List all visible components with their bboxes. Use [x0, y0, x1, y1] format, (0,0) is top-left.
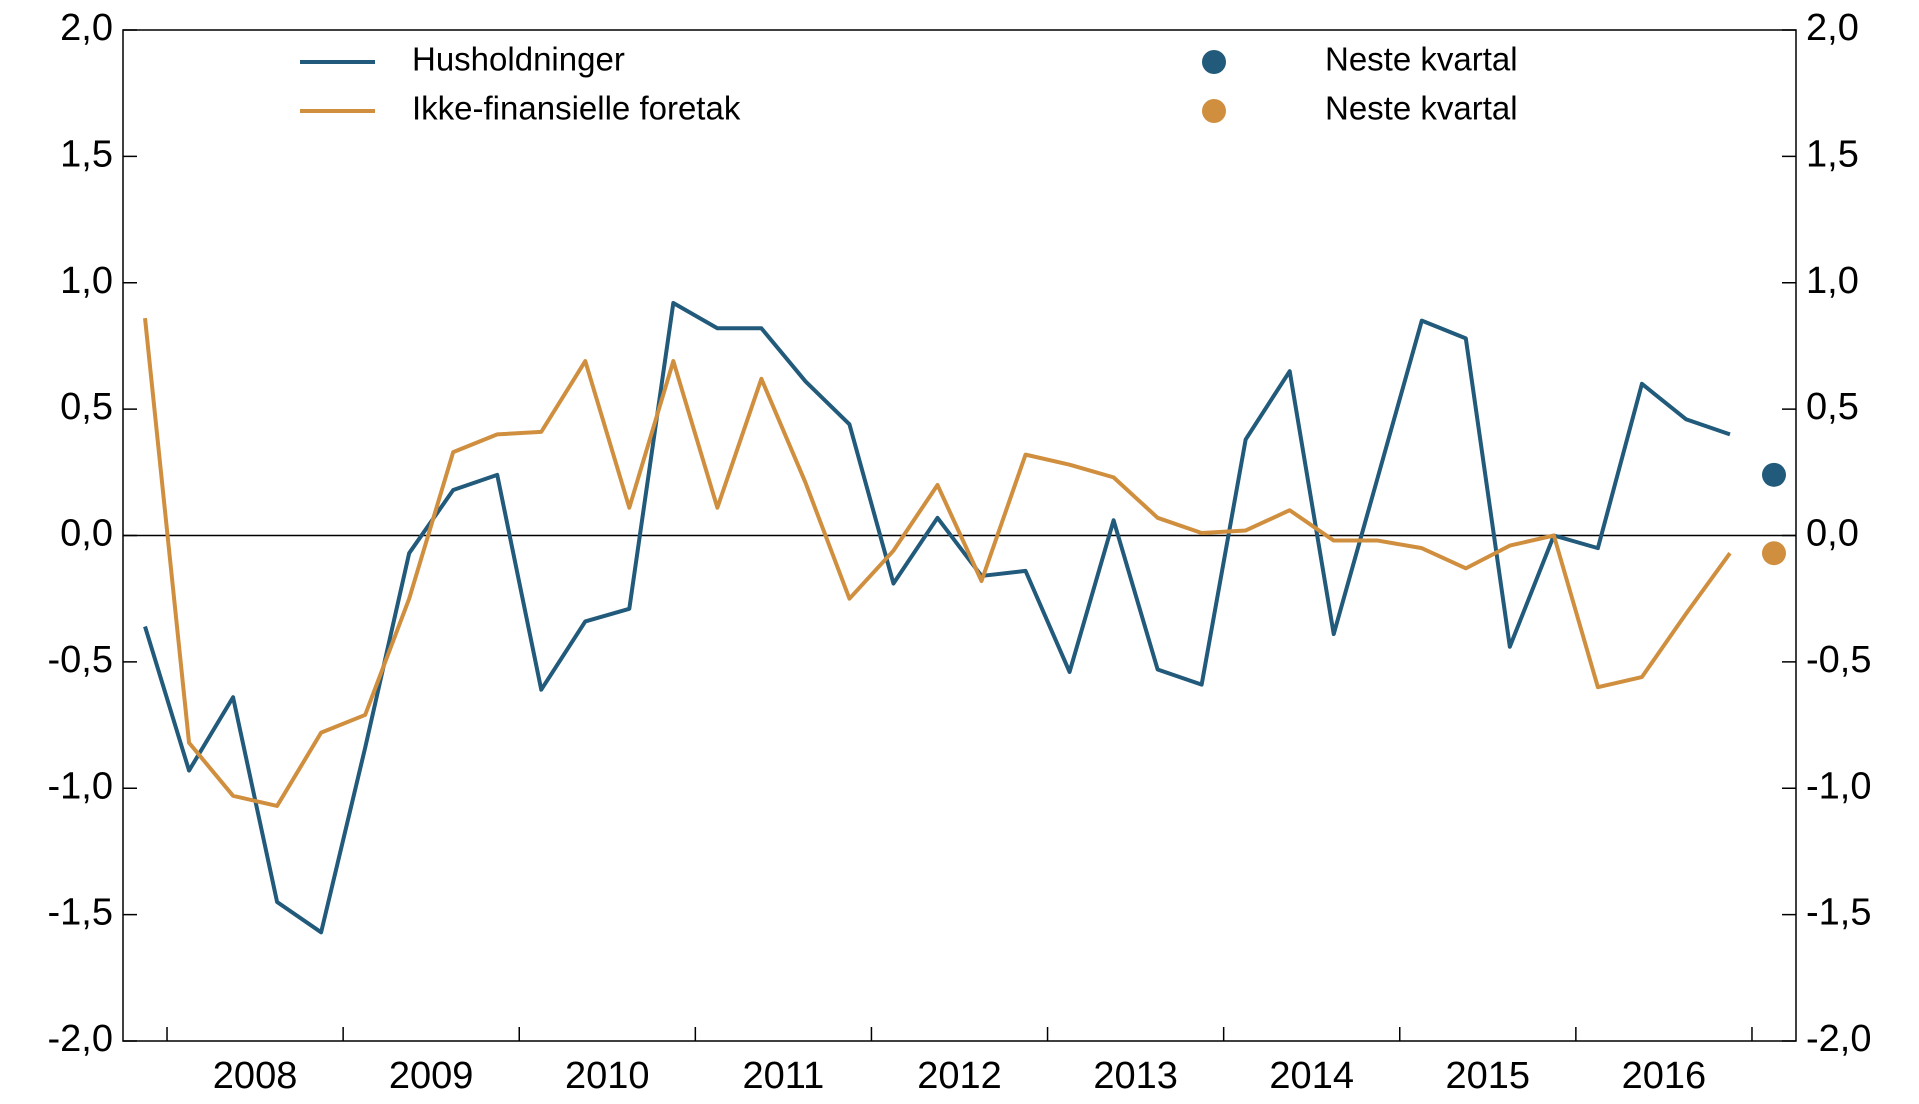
- y-tick-label: -1,5: [48, 892, 113, 934]
- y-tick-label: 1,5: [60, 133, 113, 175]
- x-tick-label: 2008: [213, 1055, 298, 1097]
- y2-tick-label: -0,5: [1806, 639, 1871, 681]
- legend-label: Ikke-finansielle foretak: [412, 90, 741, 127]
- y-tick-label: 2,0: [60, 7, 113, 49]
- forecast-dot: [1761, 462, 1786, 487]
- y2-tick-label: 0,0: [1806, 513, 1859, 555]
- x-tick-label: 2012: [917, 1055, 1002, 1097]
- x-tick-label: 2014: [1269, 1055, 1354, 1097]
- y-tick-label: -0,5: [48, 639, 113, 681]
- x-tick-label: 2016: [1622, 1055, 1707, 1097]
- y2-tick-label: 1,5: [1806, 133, 1859, 175]
- y-tick-label: -1,0: [48, 765, 113, 807]
- legend-swatch: [1202, 99, 1226, 123]
- y2-tick-label: -2,0: [1806, 1018, 1871, 1060]
- y-tick-label: 0,0: [60, 513, 113, 555]
- legend-label: Neste kvartal: [1325, 90, 1518, 127]
- legend-label: Neste kvartal: [1325, 41, 1518, 78]
- legend-label: Husholdninger: [412, 41, 625, 78]
- x-tick-label: 2011: [743, 1055, 825, 1097]
- x-tick-label: 2009: [389, 1055, 474, 1097]
- y2-tick-label: 0,5: [1806, 386, 1859, 428]
- y-tick-label: -2,0: [48, 1018, 113, 1060]
- forecast-dot: [1761, 541, 1786, 566]
- series-line: [143, 300, 1731, 935]
- x-tick-label: 2010: [565, 1055, 650, 1097]
- y2-tick-label: -1,5: [1806, 892, 1871, 934]
- legend-swatch: [1202, 50, 1226, 74]
- series-line: [143, 317, 1732, 808]
- x-tick-label: 2013: [1093, 1055, 1178, 1097]
- x-tick-label: 2015: [1446, 1055, 1531, 1097]
- y2-tick-label: -1,0: [1806, 765, 1871, 807]
- y2-tick-label: 1,0: [1806, 260, 1859, 302]
- y-tick-label: 1,0: [60, 260, 113, 302]
- y-tick-label: 0,5: [60, 386, 113, 428]
- y2-tick-label: 2,0: [1806, 7, 1859, 49]
